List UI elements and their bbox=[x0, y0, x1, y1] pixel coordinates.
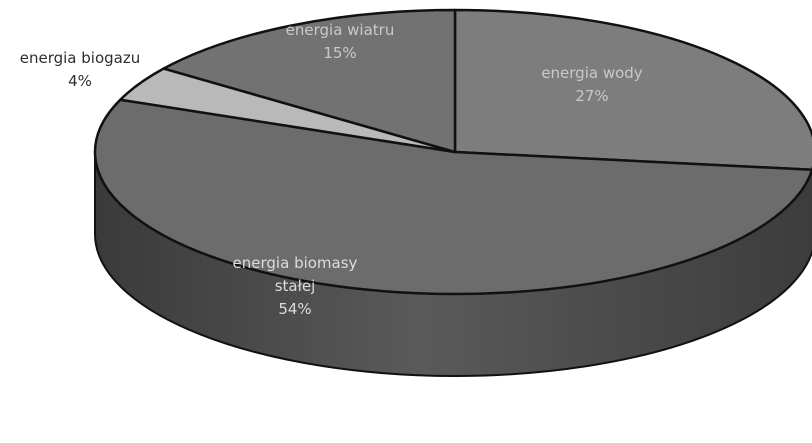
slice-category-label: energia biomasy bbox=[233, 254, 358, 272]
slice-percent-label: 54% bbox=[278, 300, 311, 318]
slice-label-3: energia biogazu 4% bbox=[20, 49, 140, 90]
slice-category-label: stałej bbox=[275, 277, 316, 295]
slice-percent-label: 27% bbox=[575, 87, 608, 105]
pie-label-layer: energia wody 27%energia biomasy stałej 54%e… bbox=[20, 21, 643, 318]
slice-label-4: energia wiatru 15% bbox=[286, 21, 395, 62]
pie-slice-4 bbox=[162, 8, 457, 154]
slice-percent-label: 4% bbox=[68, 72, 92, 90]
slice-label-2: energia biomasy stałej 54% bbox=[233, 254, 358, 318]
slice-category-label: energia wiatru bbox=[286, 21, 395, 39]
pie-slice-1 bbox=[453, 8, 812, 172]
slice-category-label: energia wody bbox=[541, 64, 642, 82]
slice-percent-label: 15% bbox=[323, 44, 356, 62]
pie-slice-layer bbox=[93, 8, 812, 296]
slice-category-label: energia biogazu bbox=[20, 49, 140, 67]
pie-slice-2 bbox=[93, 98, 812, 296]
slice-label-1: energia wody 27% bbox=[541, 64, 642, 105]
